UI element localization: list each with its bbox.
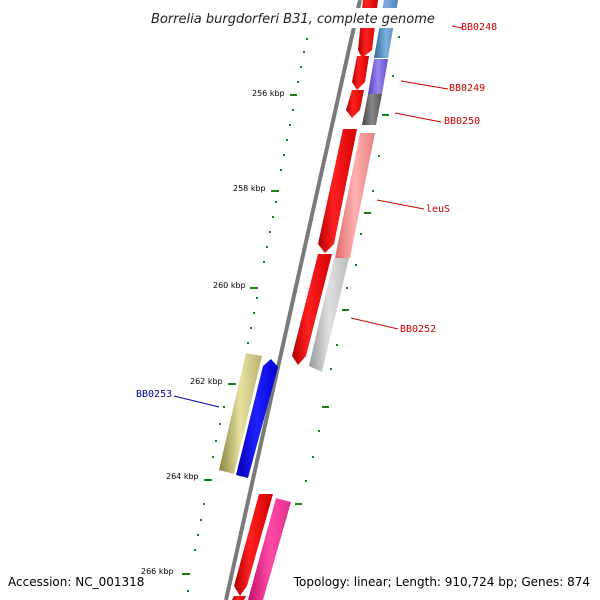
leader-bb0252	[350, 317, 399, 330]
gene-bb0249-box[interactable]	[368, 59, 388, 94]
gene-label-leus[interactable]: leuS	[426, 204, 450, 215]
scale-label-266: 266 kbp	[141, 567, 174, 576]
gene-bb0252-box[interactable]	[309, 258, 349, 372]
gene-leus-box[interactable]	[335, 133, 375, 258]
scale-label-262: 262 kbp	[190, 377, 223, 386]
gene-forward-2[interactable]	[352, 56, 369, 90]
gene-label-bb0253[interactable]: BB0253	[136, 389, 172, 400]
gene-bb0253-box[interactable]	[219, 353, 262, 474]
gene-forward-5[interactable]	[292, 254, 332, 365]
leader-bb0250	[394, 112, 442, 123]
leader-bb0248	[451, 25, 463, 29]
gene-label-bb0250[interactable]: BB0250	[444, 116, 480, 127]
title-backing	[148, 8, 452, 28]
gene-forward-6[interactable]	[234, 494, 273, 596]
scale-label-264: 264 kbp	[166, 472, 199, 481]
gene-magenta-box[interactable]	[248, 498, 291, 600]
scale-label-256: 256 kbp	[252, 89, 285, 98]
leader-bb0253	[173, 395, 220, 408]
accession-text: Accession: NC_001318	[8, 575, 144, 589]
scale-ticks	[182, 36, 400, 592]
map-title: Borrelia burgdorferi B31, complete genom…	[151, 12, 435, 27]
gene-label-bb0249[interactable]: BB0249	[449, 83, 485, 94]
gene-forward-4[interactable]	[318, 129, 357, 253]
gene-forward-3[interactable]	[346, 90, 364, 118]
scale-label-260: 260 kbp	[213, 281, 246, 290]
genome-backbone	[224, 0, 362, 600]
scale-label-258: 258 kbp	[233, 184, 266, 193]
gene-label-bb0252[interactable]: BB0252	[400, 324, 436, 335]
leader-bb0249	[400, 80, 449, 90]
gene-bb0250-box[interactable]	[362, 94, 382, 125]
gene-forward-7[interactable]	[232, 596, 246, 600]
leader-leus	[376, 199, 425, 210]
gene-blue-box[interactable]	[236, 359, 278, 478]
topology-summary: Topology: linear; Length: 910,724 bp; Ge…	[293, 575, 590, 589]
gene-label-bb0248[interactable]: BB0248	[461, 22, 497, 33]
